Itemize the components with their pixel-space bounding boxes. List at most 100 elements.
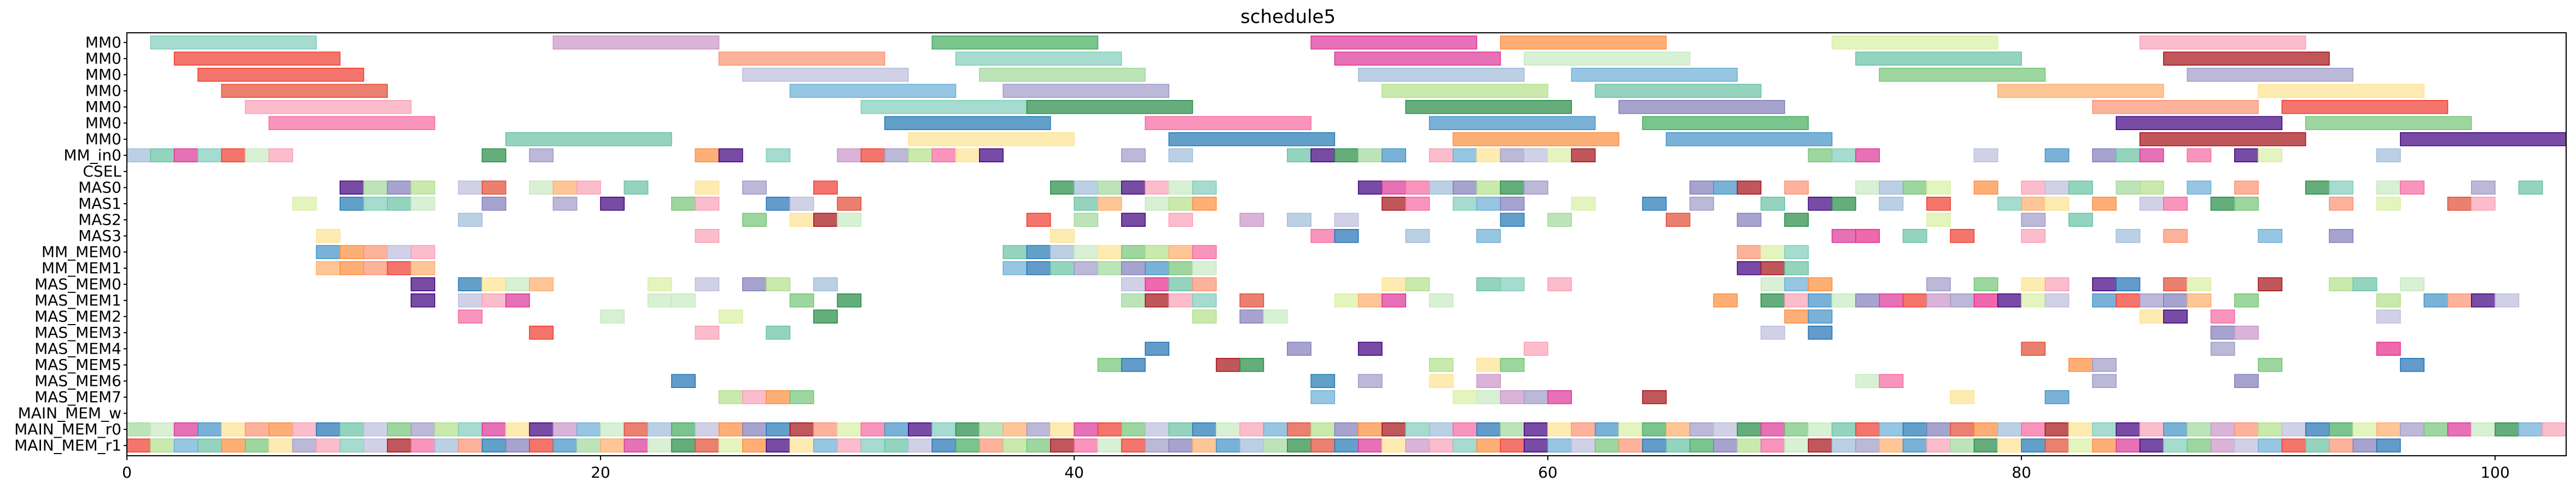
task-bar-main-mem-r1-551 (1429, 438, 1454, 452)
task-bar-mas-mem7-385 (1453, 390, 1477, 404)
task-bar-mm-in0-70 (1286, 148, 1312, 162)
task-bar-mas0-116 (1405, 180, 1430, 195)
row-label-25: MAIN_MEM_r1 (14, 436, 121, 454)
task-bar-mas-mem6-375 (1476, 374, 1501, 388)
task-bar-mas-mem1-306 (1382, 293, 1407, 308)
row-label-0: MM0 (85, 33, 121, 51)
task-bar-mas0-133 (2068, 180, 2093, 195)
task-bar-main-mem-r1-582 (2163, 438, 2188, 452)
task-bar-mas0-135 (2139, 180, 2164, 195)
task-bar-mas-mem2-343 (2163, 309, 2188, 324)
task-bar-mas1-146 (363, 197, 388, 211)
task-bar-mas-mem0-289 (2352, 277, 2377, 291)
task-bar-mas-mem3-352 (2234, 326, 2259, 340)
task-bar-mm0-13 (2163, 51, 2330, 66)
task-bar-mm-mem0-223 (316, 245, 341, 259)
task-bar-main-mem-r1-520 (695, 438, 720, 452)
task-bar-mas-mem1-310 (1784, 293, 1809, 308)
task-bar-mm0-3 (1310, 36, 1477, 50)
bars-layer (126, 36, 2567, 452)
task-bar-mas1-174 (1926, 197, 1951, 211)
task-bar-mm-mem0-233 (1121, 245, 1146, 259)
task-bar-mas1-171 (1808, 197, 1833, 211)
task-bar-mm0-19 (1879, 68, 2046, 82)
task-bar-mm0-9 (955, 51, 1122, 66)
task-bar-mas-mem6-371 (671, 374, 696, 388)
task-bar-mas1-178 (2092, 197, 2117, 211)
task-bar-mas-mem3-348 (766, 326, 791, 340)
task-bar-mas1-172 (1831, 197, 1856, 211)
task-bar-main-mem-r0-405 (410, 422, 435, 437)
task-bar-main-mem-r1-515 (576, 438, 601, 452)
task-bar-main-mem-r1-586 (2258, 438, 2283, 452)
task-bar-main-mem-r0-435 (1121, 422, 1146, 437)
task-bar-mm0-48 (2400, 132, 2567, 146)
task-bar-main-mem-r0-457 (1642, 422, 1667, 437)
task-bar-mas-mem0-280 (1973, 277, 1998, 291)
task-bar-main-mem-r0-476 (2092, 422, 2117, 437)
task-bar-mas3-210 (1310, 229, 1336, 243)
row-label-10: MAS1 (78, 195, 121, 213)
task-bar-mas-mem2-345 (2376, 309, 2401, 324)
task-bar-mas0-124 (1736, 180, 1762, 195)
task-bar-mas1-168 (1642, 197, 1667, 211)
task-bar-main-mem-r0-400 (292, 422, 317, 437)
task-bar-mm0-45 (1453, 132, 1619, 146)
task-bar-mm-in0-74 (1382, 148, 1407, 162)
task-bar-main-mem-r0-492 (2471, 422, 2496, 437)
task-bar-main-mem-r1-542 (1216, 438, 1240, 452)
task-bar-mas-mem0-263 (695, 277, 720, 291)
task-bar-mm-in0-75 (1429, 148, 1454, 162)
task-bar-mas-mem7-382 (766, 390, 791, 404)
task-bar-main-mem-r1-561 (1665, 438, 1691, 452)
task-bar-mas0-131 (2021, 180, 2046, 195)
task-bar-mm0-11 (1524, 51, 1691, 66)
task-bar-mas-mem5-366 (1500, 358, 1525, 372)
task-bar-mas-mem1-301 (1168, 293, 1193, 308)
task-bar-mm0-0 (150, 36, 317, 50)
task-bar-mm-mem0-235 (1168, 245, 1193, 259)
task-bar-mas0-122 (1689, 180, 1714, 195)
row-label-20: MAS_MEM5 (34, 356, 121, 374)
task-bar-mm-in0-66 (955, 148, 980, 162)
task-bar-mm0-25 (1594, 84, 1762, 98)
task-bar-main-mem-r0-461 (1736, 422, 1762, 437)
task-bar-mas1-153 (695, 197, 720, 211)
task-bar-mas-mem0-285 (2163, 277, 2188, 291)
task-bar-main-mem-r1-566 (1784, 438, 1809, 452)
task-bar-mas-mem0-279 (1926, 277, 1951, 291)
task-bar-mas-mem1-292 (458, 293, 483, 308)
task-bar-mas-mem1-311 (1808, 293, 1833, 308)
task-bar-mm0-8 (718, 51, 885, 66)
task-bar-mas-mem1-332 (2495, 293, 2520, 308)
task-bar-mm-mem0-232 (1097, 245, 1122, 259)
task-bar-mm0-32 (1618, 100, 1785, 114)
task-bar-main-mem-r0-402 (339, 422, 364, 437)
task-bar-mas-mem4-353 (1145, 342, 1169, 356)
task-bar-mas0-137 (2234, 180, 2259, 195)
row-label-18: MAS_MEM3 (34, 324, 121, 342)
task-bar-main-mem-r0-422 (813, 422, 838, 437)
task-bar-mas0-96 (387, 180, 412, 195)
task-bar-main-mem-r0-411 (552, 422, 578, 437)
task-bar-mm-mem1-242 (363, 261, 388, 275)
task-bar-mas-mem3-346 (529, 326, 554, 340)
task-bar-mas1-158 (1097, 197, 1122, 211)
task-bar-mm-mem1-241 (339, 261, 364, 275)
task-bar-main-mem-r0-466 (1855, 422, 1880, 437)
task-bar-mas-mem5-367 (2068, 358, 2093, 372)
task-bar-mm0-12 (1855, 51, 2022, 66)
task-bar-main-mem-r1-541 (1192, 438, 1217, 452)
task-bar-mas-mem1-326 (2187, 293, 2212, 308)
task-bar-mas-mem0-281 (2021, 277, 2046, 291)
task-bar-mas0-134 (2115, 180, 2141, 195)
task-bar-main-mem-r0-429 (979, 422, 1004, 437)
task-bar-main-mem-r1-501 (244, 438, 270, 452)
task-bar-main-mem-r1-555 (1524, 438, 1548, 452)
task-bar-mas-mem0-272 (1405, 277, 1430, 291)
task-bar-mas-mem7-391 (1950, 390, 1975, 404)
task-bar-mm0-41 (2305, 116, 2472, 130)
task-bar-main-mem-r1-557 (1571, 438, 1596, 452)
row-label-1: MM0 (85, 49, 121, 67)
